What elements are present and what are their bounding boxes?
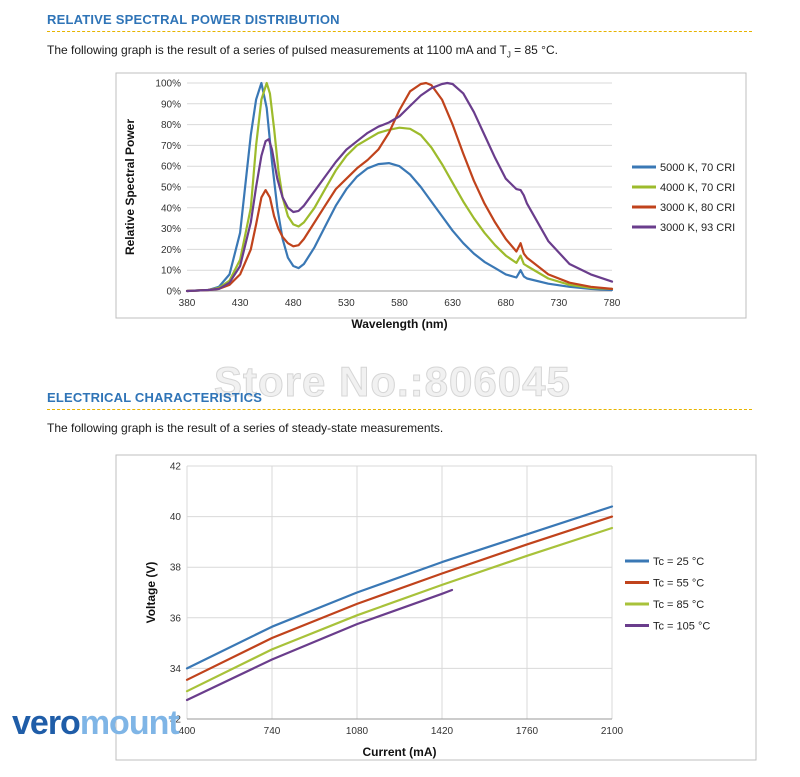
store-watermark: Store No.:806045 (214, 358, 571, 406)
y-tick-label: 40% (161, 203, 181, 214)
spectral-intro-subscript: J (506, 50, 511, 60)
x-tick-label: 480 (285, 298, 302, 309)
y-tick-label: 100% (155, 79, 181, 90)
y-tick-label: 60% (161, 162, 181, 173)
y-tick-label: 30% (161, 224, 181, 235)
legend-label: 3000 K, 93 CRI (660, 222, 735, 234)
y-tick-label: 0% (167, 287, 182, 298)
y-tick-label: 10% (161, 266, 181, 277)
x-tick-label: 380 (179, 298, 196, 309)
series-line (185, 81, 614, 293)
x-tick-label: 1080 (346, 726, 369, 737)
y-tick-label: 32 (170, 715, 182, 726)
spectral-intro-text: The following graph is the result of a s… (47, 43, 507, 57)
chart-frame (115, 454, 757, 761)
legend-label: Tc = 85 °C (653, 599, 704, 611)
series-line (185, 588, 454, 702)
y-tick-label: 38 (170, 563, 182, 574)
spectral-intro: The following graph is the result of a s… (47, 43, 558, 59)
y-tick-label: 34 (170, 664, 182, 675)
legend-label: 4000 K, 70 CRI (660, 182, 735, 194)
y-axis-title: Relative Spectral Power (123, 119, 137, 255)
x-tick-label: 580 (391, 298, 408, 309)
y-tick-label: 90% (161, 99, 181, 110)
x-axis-title: Wavelength (nm) (351, 317, 447, 331)
y-tick-label: 40 (170, 512, 182, 523)
x-tick-label: 530 (338, 298, 355, 309)
chart-frame (115, 72, 747, 319)
series-line (185, 526, 614, 693)
x-tick-label: 1420 (431, 726, 454, 737)
electrical-section-title: ELECTRICAL CHARACTERISTICS (47, 390, 263, 405)
y-tick-label: 50% (161, 183, 181, 194)
spectral-section-title: RELATIVE SPECTRAL POWER DISTRIBUTION (47, 12, 340, 27)
y-tick-label: 42 (170, 462, 182, 473)
spectral-power-chart: 0% 10% 20% 30% 40% 50% 60% 70% 80% 90% 100% 380 430 4… (115, 72, 747, 331)
series-line (185, 81, 614, 293)
x-tick-label: 630 (444, 298, 461, 309)
legend-label: 5000 K, 70 CRI (660, 162, 735, 174)
x-tick-label: 730 (551, 298, 568, 309)
x-tick-label: 430 (232, 298, 249, 309)
x-tick-label: 1760 (516, 726, 539, 737)
legend-label: Tc = 55 °C (653, 578, 704, 590)
x-tick-label: 2100 (601, 726, 624, 737)
spectral-intro-tail: = 85 °C. (510, 43, 558, 57)
x-tick-label: 400 (179, 726, 196, 737)
x-tick-label: 680 (497, 298, 514, 309)
x-tick-label: 740 (264, 726, 281, 737)
legend-label: 3000 K, 80 CRI (660, 202, 735, 214)
series-line (185, 505, 614, 670)
y-axis-title: Voltage (V) (144, 562, 158, 624)
y-tick-label: 80% (161, 120, 181, 131)
electrical-section-rule (47, 409, 752, 410)
electrical-intro: The following graph is the result of a s… (47, 421, 444, 435)
spectral-section-rule (47, 31, 752, 32)
y-tick-label: 70% (161, 141, 181, 152)
series-line (185, 81, 614, 293)
y-tick-label: 36 (170, 613, 182, 624)
x-tick-label: 780 (604, 298, 621, 309)
legend-label: Tc = 25 °C (653, 556, 704, 568)
x-axis-title: Current (mA) (363, 745, 437, 759)
y-tick-label: 20% (161, 245, 181, 256)
legend-label: Tc = 105 °C (653, 621, 710, 633)
electrical-chart: 32 34 36 38 40 42 400 740 1080 1420 1760 2100 Curren… (115, 454, 757, 761)
series-line (185, 81, 614, 293)
series-line (185, 515, 614, 681)
